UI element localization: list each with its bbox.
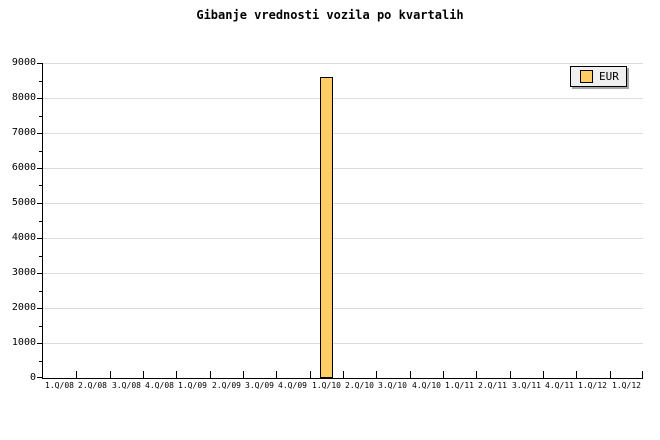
x-axis-tick bbox=[476, 371, 477, 378]
x-axis-tick bbox=[376, 371, 377, 378]
x-axis-tick bbox=[110, 371, 111, 378]
plot-area bbox=[37, 63, 643, 379]
gridline bbox=[43, 238, 643, 239]
y-axis-tick bbox=[37, 238, 42, 239]
y-axis-minor-tick bbox=[39, 361, 42, 362]
x-tick-label: 4.Q/10 bbox=[412, 381, 441, 390]
x-axis-tick bbox=[610, 371, 611, 378]
y-axis-tick bbox=[37, 273, 42, 274]
x-tick-label: 4.Q/11 bbox=[545, 381, 574, 390]
x-axis-tick bbox=[143, 371, 144, 378]
gridline bbox=[43, 98, 643, 99]
gridline bbox=[43, 168, 643, 169]
y-axis-minor-tick bbox=[39, 81, 42, 82]
y-tick-label: 5000 bbox=[11, 197, 36, 208]
y-axis-tick bbox=[37, 377, 42, 378]
x-axis-tick bbox=[443, 371, 444, 378]
gridline bbox=[43, 343, 643, 344]
x-tick-label: 1.Q/11 bbox=[445, 381, 474, 390]
x-axis-tick bbox=[176, 371, 177, 378]
y-tick-label: 7000 bbox=[11, 127, 36, 138]
x-tick-label: 3.Q/10 bbox=[378, 381, 407, 390]
legend-swatch-icon bbox=[580, 70, 593, 83]
x-tick-label: 3.Q/11 bbox=[512, 381, 541, 390]
y-axis-labels: 0 1000 2000 3000 4000 5000 6000 7000 8000 9000 bbox=[0, 58, 36, 383]
x-tick-label: 1.Q/12 bbox=[612, 381, 641, 390]
x-axis-tick bbox=[410, 371, 411, 378]
x-tick-label: 4.Q/09 bbox=[278, 381, 307, 390]
x-tick-label: 3.Q/09 bbox=[245, 381, 274, 390]
y-tick-label: 2000 bbox=[11, 302, 36, 313]
y-axis-tick bbox=[37, 343, 42, 344]
x-axis-labels: 1.Q/08 2.Q/08 3.Q/08 4.Q/08 1.Q/09 2.Q/09 3.Q/… bbox=[43, 381, 643, 395]
x-tick-label: 1.Q/12 bbox=[578, 381, 607, 390]
y-axis-tick bbox=[37, 133, 42, 134]
y-axis-tick bbox=[37, 168, 42, 169]
y-tick-label: 9000 bbox=[11, 57, 36, 68]
gridline bbox=[43, 63, 643, 64]
y-tick-label: 6000 bbox=[11, 162, 36, 173]
x-tick-label: 2.Q/09 bbox=[212, 381, 241, 390]
x-axis-tick bbox=[310, 371, 311, 378]
x-tick-label: 1.Q/09 bbox=[178, 381, 207, 390]
x-axis-tick bbox=[576, 371, 577, 378]
y-axis-minor-tick bbox=[39, 326, 42, 327]
x-axis-tick bbox=[243, 371, 244, 378]
x-axis-tick bbox=[510, 371, 511, 378]
x-tick-label: 2.Q/08 bbox=[78, 381, 107, 390]
y-tick-label: 1000 bbox=[11, 337, 36, 348]
x-tick-label: 3.Q/08 bbox=[112, 381, 141, 390]
y-axis-tick bbox=[37, 203, 42, 204]
y-tick-label: 0 bbox=[29, 372, 36, 383]
gridline bbox=[43, 273, 643, 274]
gridline bbox=[43, 203, 643, 204]
chart-title: Gibanje vrednosti vozila po kvartalih bbox=[196, 8, 464, 22]
gridline bbox=[43, 133, 643, 134]
y-axis-minor-tick bbox=[39, 291, 42, 292]
bar bbox=[320, 77, 333, 378]
legend: EUR bbox=[570, 66, 627, 87]
legend-label: EUR bbox=[599, 70, 619, 83]
x-axis-tick bbox=[76, 371, 77, 378]
y-axis-minor-tick bbox=[39, 221, 42, 222]
y-tick-label: 3000 bbox=[11, 267, 36, 278]
x-tick-label: 2.Q/10 bbox=[345, 381, 374, 390]
y-tick-label: 8000 bbox=[11, 92, 36, 103]
y-axis-tick bbox=[37, 308, 42, 309]
y-axis-minor-tick bbox=[39, 185, 42, 186]
x-axis-tick bbox=[343, 371, 344, 378]
y-axis-tick bbox=[37, 98, 42, 99]
y-axis-minor-tick bbox=[39, 256, 42, 257]
x-tick-label: 4.Q/08 bbox=[145, 381, 174, 390]
gridline bbox=[43, 308, 643, 309]
y-tick-label: 4000 bbox=[11, 232, 36, 243]
x-tick-label: 2.Q/11 bbox=[478, 381, 507, 390]
y-axis-minor-tick bbox=[39, 116, 42, 117]
x-axis-tick bbox=[543, 371, 544, 378]
y-axis-minor-tick bbox=[39, 151, 42, 152]
x-axis-tick bbox=[210, 371, 211, 378]
x-axis-tick bbox=[642, 371, 643, 378]
x-tick-label: 1.Q/08 bbox=[45, 381, 74, 390]
x-axis-tick bbox=[276, 371, 277, 378]
y-axis-tick bbox=[37, 63, 42, 64]
x-tick-label: 1.Q/10 bbox=[312, 381, 341, 390]
